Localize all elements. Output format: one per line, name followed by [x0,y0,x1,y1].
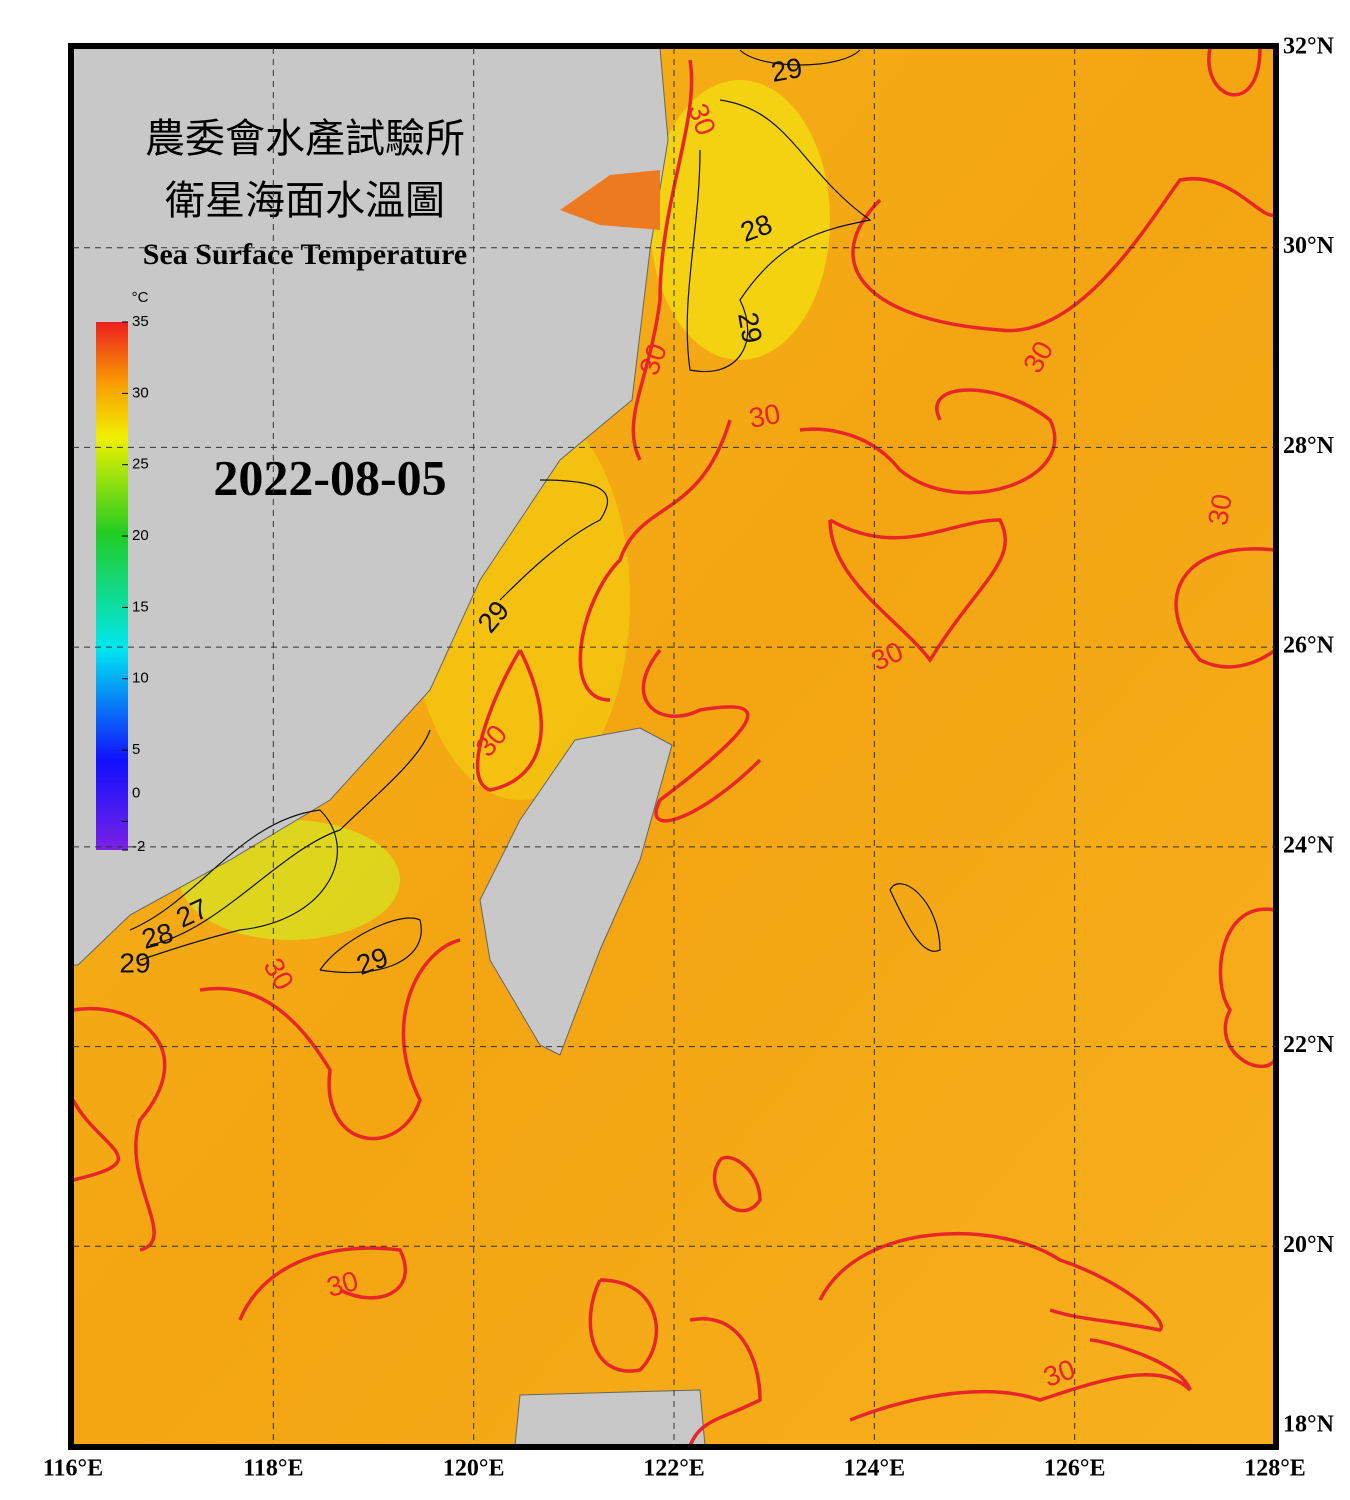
contour-label: 30 [747,398,783,434]
mainland [73,48,669,966]
colorbar-label: 0 [132,784,140,801]
title-en: Sea Surface Temperature [143,238,467,271]
lon-label: 116°E [43,1456,103,1482]
colorbar-label: 15 [132,598,149,615]
title-zh: 衛星海面水溫圖 [165,178,445,223]
lat-label: 18°N [1283,1412,1335,1438]
lon-label: 128°E [1244,1456,1306,1482]
colorbar-label: 10 [132,670,149,687]
lat-label: 22°N [1283,1032,1335,1058]
lon-label: 126°E [1044,1456,1106,1482]
contour-label: 29 [732,310,768,346]
estuary [560,170,660,230]
lon-label: 122°E [643,1456,705,1482]
title-zh: 農委會水產試驗所 [145,116,465,161]
contour-label: 29 [769,52,805,88]
colorbar-label: 30 [132,384,149,401]
isotherm-other [129,49,941,974]
lon-label: 124°E [844,1456,906,1482]
map-frame [68,43,1279,1450]
lon-label: 118°E [243,1456,303,1482]
isotherm-30 [73,48,1275,1446]
colorbar-label: 35 [132,313,149,330]
taiwan [479,727,673,1056]
lon-label: 120°E [443,1456,505,1482]
date: 2022-08-05 [213,449,446,505]
contour-label: 29 [119,947,150,978]
contour-label: 30 [1202,492,1238,528]
lat-label: 28°N [1283,433,1335,459]
lat-label: 32°N [1283,34,1335,60]
lat-label: 30°N [1283,233,1335,259]
colorbar-label: -2 [132,838,145,855]
colorbar-label: 25 [132,456,149,473]
colorbar [96,322,128,850]
lat-label: 24°N [1283,832,1335,858]
lat-label: 26°N [1283,633,1335,659]
luzon [514,1389,706,1446]
cool-water [650,80,830,360]
colorbar-label: 20 [132,527,149,544]
lat-label: 20°N [1283,1232,1335,1258]
colorbar-label: 5 [132,741,140,758]
colorbar-unit: °C [132,289,149,306]
